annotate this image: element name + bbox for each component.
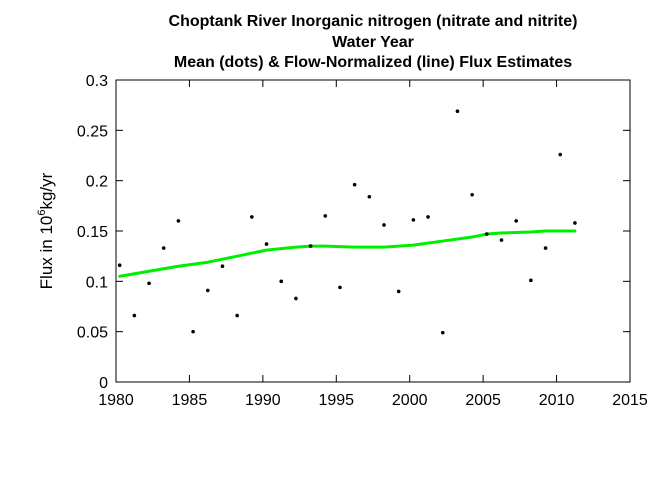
annual-mean-point bbox=[117, 263, 122, 268]
annual-mean-point bbox=[514, 219, 518, 223]
annual-mean-point bbox=[396, 289, 401, 294]
x-tick-label: 2010 bbox=[539, 392, 575, 409]
flow-normalized-series bbox=[118, 229, 577, 278]
annual-mean-point bbox=[308, 244, 313, 248]
annual-mean-point bbox=[147, 281, 151, 286]
y-axis-label-exponent: 6 bbox=[36, 210, 48, 216]
annual-mean-point bbox=[250, 215, 254, 219]
y-axis-label-units-num: kg bbox=[37, 192, 56, 210]
x-axis-ticks: 1980 1985 1990 1995 2000 2005 2010 2015 bbox=[98, 80, 648, 409]
y-tick-label: 0.15 bbox=[77, 224, 108, 241]
annual-mean-point bbox=[499, 238, 504, 242]
annual-mean-point bbox=[367, 194, 372, 199]
annual-mean-series bbox=[117, 109, 577, 335]
y-axis-label-text: Flux in 106kg/yr bbox=[36, 172, 56, 289]
x-tick-label: 1980 bbox=[98, 392, 134, 409]
annual-mean-point bbox=[573, 221, 577, 225]
y-tick-label: 0.1 bbox=[86, 274, 108, 291]
x-tick-label: 2000 bbox=[392, 392, 428, 409]
annual-mean-point bbox=[426, 215, 430, 219]
y-tick-label: 0.05 bbox=[77, 325, 108, 342]
y-axis-label-slash: / bbox=[37, 187, 56, 192]
annual-mean-point bbox=[411, 218, 416, 222]
annual-mean-point bbox=[382, 223, 386, 227]
annual-mean-point bbox=[323, 214, 328, 218]
chart-title-line-2: Water Year bbox=[332, 34, 414, 51]
annual-mean-point bbox=[132, 313, 137, 318]
annual-mean-point bbox=[338, 285, 342, 290]
y-tick-label: 0 bbox=[99, 375, 108, 392]
chart-title-line-3: Mean (dots) & Flow-Normalized (line) Flu… bbox=[174, 54, 572, 71]
annual-mean-point bbox=[470, 192, 474, 197]
annual-mean-point bbox=[176, 219, 181, 223]
y-axis-label-units-den: yr bbox=[37, 172, 56, 187]
x-tick-label: 2015 bbox=[612, 392, 648, 409]
annual-mean-point bbox=[279, 279, 284, 284]
y-tick-label: 0.25 bbox=[77, 123, 108, 140]
annual-mean-point bbox=[220, 264, 225, 269]
chart-title: Choptank River Inorganic nitrogen (nitra… bbox=[169, 13, 578, 71]
annual-mean-point bbox=[455, 109, 460, 114]
annual-mean-point bbox=[543, 246, 548, 250]
x-tick-label: 1985 bbox=[172, 392, 208, 409]
annual-mean-point bbox=[235, 313, 239, 318]
chart-title-line-1: Choptank River Inorganic nitrogen (nitra… bbox=[169, 13, 578, 30]
annual-mean-point bbox=[191, 329, 195, 334]
y-axis-label: Flux in 106kg/yr bbox=[36, 172, 56, 289]
y-axis-label-prefix: Flux in 10 bbox=[37, 216, 56, 290]
flow-normalized-line bbox=[118, 229, 577, 278]
annual-mean-point bbox=[440, 330, 445, 335]
annual-mean-point bbox=[485, 232, 489, 236]
annual-mean-point bbox=[205, 288, 210, 293]
y-tick-label: 0.3 bbox=[86, 73, 108, 90]
x-tick-label: 2005 bbox=[465, 392, 501, 409]
annual-mean-point bbox=[529, 278, 533, 283]
annual-mean-point bbox=[264, 242, 269, 246]
annual-mean-point bbox=[294, 296, 298, 301]
annual-mean-point bbox=[352, 182, 357, 187]
x-tick-label: 1990 bbox=[245, 392, 281, 409]
y-tick-label: 0.2 bbox=[86, 174, 108, 191]
x-tick-label: 1995 bbox=[318, 392, 354, 409]
annual-mean-point bbox=[558, 152, 563, 157]
annual-mean-point bbox=[161, 246, 166, 250]
y-axis-ticks: 0 0.05 0.1 0.15 0.2 0.25 0.3 bbox=[77, 73, 630, 392]
